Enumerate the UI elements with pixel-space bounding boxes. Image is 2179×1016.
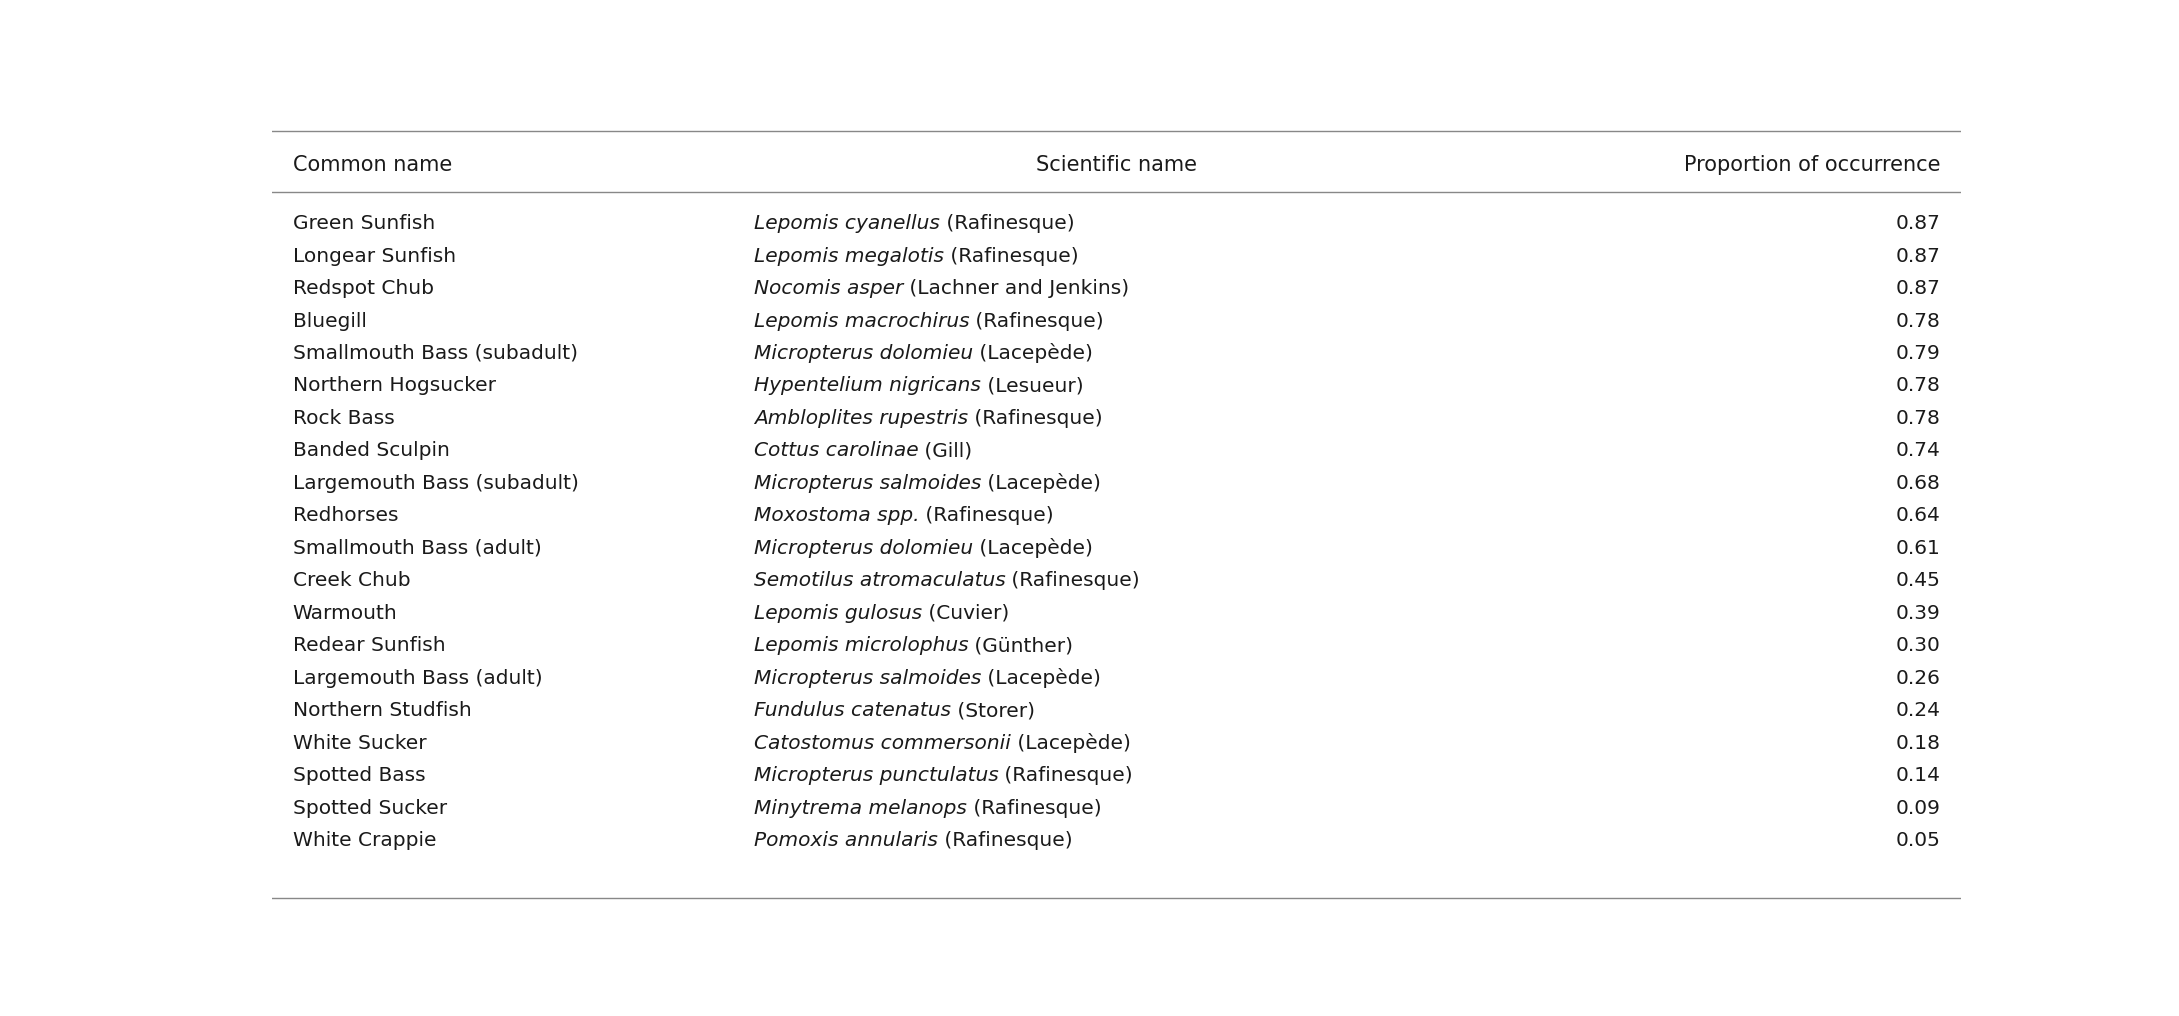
Text: Micropterus punctulatus: Micropterus punctulatus: [754, 766, 998, 785]
Text: Ambloplites rupestris: Ambloplites rupestris: [754, 408, 967, 428]
Text: Largemouth Bass (adult): Largemouth Bass (adult): [292, 669, 543, 688]
Text: 0.14: 0.14: [1896, 766, 1941, 785]
Text: Proportion of occurrence: Proportion of occurrence: [1684, 155, 1941, 175]
Text: Northern Hogsucker: Northern Hogsucker: [292, 377, 495, 395]
Text: Micropterus salmoides: Micropterus salmoides: [754, 669, 981, 688]
Text: Redear Sunfish: Redear Sunfish: [292, 636, 445, 655]
Text: (Lacepède): (Lacepède): [972, 343, 1092, 364]
Text: Redhorses: Redhorses: [292, 506, 399, 525]
Text: White Sucker: White Sucker: [292, 734, 427, 753]
Text: Nocomis asper: Nocomis asper: [754, 279, 902, 298]
Text: (Rafinesque): (Rafinesque): [967, 408, 1103, 428]
Text: Pomoxis annularis: Pomoxis annularis: [754, 831, 937, 850]
Text: 0.78: 0.78: [1896, 408, 1941, 428]
Text: Hypentelium nigricans: Hypentelium nigricans: [754, 377, 981, 395]
Text: 0.74: 0.74: [1896, 441, 1941, 460]
Text: Warmouth: Warmouth: [292, 604, 397, 623]
Text: (Günther): (Günther): [967, 636, 1074, 655]
Text: Spotted Sucker: Spotted Sucker: [292, 799, 447, 818]
Text: 0.24: 0.24: [1896, 701, 1941, 720]
Text: 0.87: 0.87: [1896, 214, 1941, 233]
Text: 0.26: 0.26: [1896, 669, 1941, 688]
Text: Lepomis microlophus: Lepomis microlophus: [754, 636, 967, 655]
Text: Cottus carolinae: Cottus carolinae: [754, 441, 917, 460]
Text: 0.64: 0.64: [1896, 506, 1941, 525]
Text: Fundulus catenatus: Fundulus catenatus: [754, 701, 950, 720]
Text: Bluegill: Bluegill: [292, 312, 366, 330]
Text: Lepomis cyanellus: Lepomis cyanellus: [754, 214, 939, 233]
Text: (Rafinesque): (Rafinesque): [920, 506, 1055, 525]
Text: (Rafinesque): (Rafinesque): [1005, 571, 1140, 590]
Text: Northern Studfish: Northern Studfish: [292, 701, 471, 720]
Text: Lepomis gulosus: Lepomis gulosus: [754, 604, 922, 623]
Text: 0.87: 0.87: [1896, 247, 1941, 265]
Text: Micropterus dolomieu: Micropterus dolomieu: [754, 344, 972, 363]
Text: (Lacepède): (Lacepède): [981, 473, 1100, 494]
Text: 0.30: 0.30: [1896, 636, 1941, 655]
Text: Micropterus dolomieu: Micropterus dolomieu: [754, 538, 972, 558]
Text: Redspot Chub: Redspot Chub: [292, 279, 434, 298]
Text: Longear Sunfish: Longear Sunfish: [292, 247, 455, 265]
Text: (Rafinesque): (Rafinesque): [937, 831, 1072, 850]
Text: Catostomus commersonii: Catostomus commersonii: [754, 734, 1011, 753]
Text: 0.68: 0.68: [1896, 473, 1941, 493]
Text: 0.45: 0.45: [1896, 571, 1941, 590]
Text: Smallmouth Bass (subadult): Smallmouth Bass (subadult): [292, 344, 577, 363]
Text: Smallmouth Bass (adult): Smallmouth Bass (adult): [292, 538, 540, 558]
Text: (Lacepède): (Lacepède): [981, 669, 1100, 688]
Text: 0.61: 0.61: [1896, 538, 1941, 558]
Text: 0.79: 0.79: [1896, 344, 1941, 363]
Text: (Gill): (Gill): [917, 441, 972, 460]
Text: Micropterus salmoides: Micropterus salmoides: [754, 473, 981, 493]
Text: (Rafinesque): (Rafinesque): [944, 247, 1079, 265]
Text: Moxostoma spp.: Moxostoma spp.: [754, 506, 920, 525]
Text: Scientific name: Scientific name: [1037, 155, 1196, 175]
Text: (Lacepède): (Lacepède): [1011, 734, 1131, 753]
Text: Banded Sculpin: Banded Sculpin: [292, 441, 449, 460]
Text: 0.39: 0.39: [1896, 604, 1941, 623]
Text: (Rafinesque): (Rafinesque): [998, 766, 1133, 785]
Text: 0.78: 0.78: [1896, 312, 1941, 330]
Text: Spotted Bass: Spotted Bass: [292, 766, 425, 785]
Text: 0.05: 0.05: [1896, 831, 1941, 850]
Text: (Storer): (Storer): [950, 701, 1035, 720]
Text: 0.87: 0.87: [1896, 279, 1941, 298]
Text: 0.18: 0.18: [1896, 734, 1941, 753]
Text: Lepomis megalotis: Lepomis megalotis: [754, 247, 944, 265]
Text: (Rafinesque): (Rafinesque): [970, 312, 1105, 330]
Text: Creek Chub: Creek Chub: [292, 571, 410, 590]
Text: 0.09: 0.09: [1896, 799, 1941, 818]
Text: Minytrema melanops: Minytrema melanops: [754, 799, 967, 818]
Text: (Rafinesque): (Rafinesque): [967, 799, 1100, 818]
Text: (Lesueur): (Lesueur): [981, 377, 1083, 395]
Text: Lepomis macrochirus: Lepomis macrochirus: [754, 312, 970, 330]
Text: (Rafinesque): (Rafinesque): [939, 214, 1074, 233]
Text: Rock Bass: Rock Bass: [292, 408, 394, 428]
Text: White Crappie: White Crappie: [292, 831, 436, 850]
Text: (Lacepède): (Lacepède): [972, 538, 1092, 558]
Text: Largemouth Bass (subadult): Largemouth Bass (subadult): [292, 473, 577, 493]
Text: 0.78: 0.78: [1896, 377, 1941, 395]
Text: Semotilus atromaculatus: Semotilus atromaculatus: [754, 571, 1005, 590]
Text: Green Sunfish: Green Sunfish: [292, 214, 436, 233]
Text: Common name: Common name: [292, 155, 451, 175]
Text: (Lachner and Jenkins): (Lachner and Jenkins): [902, 279, 1129, 298]
Text: (Cuvier): (Cuvier): [922, 604, 1009, 623]
